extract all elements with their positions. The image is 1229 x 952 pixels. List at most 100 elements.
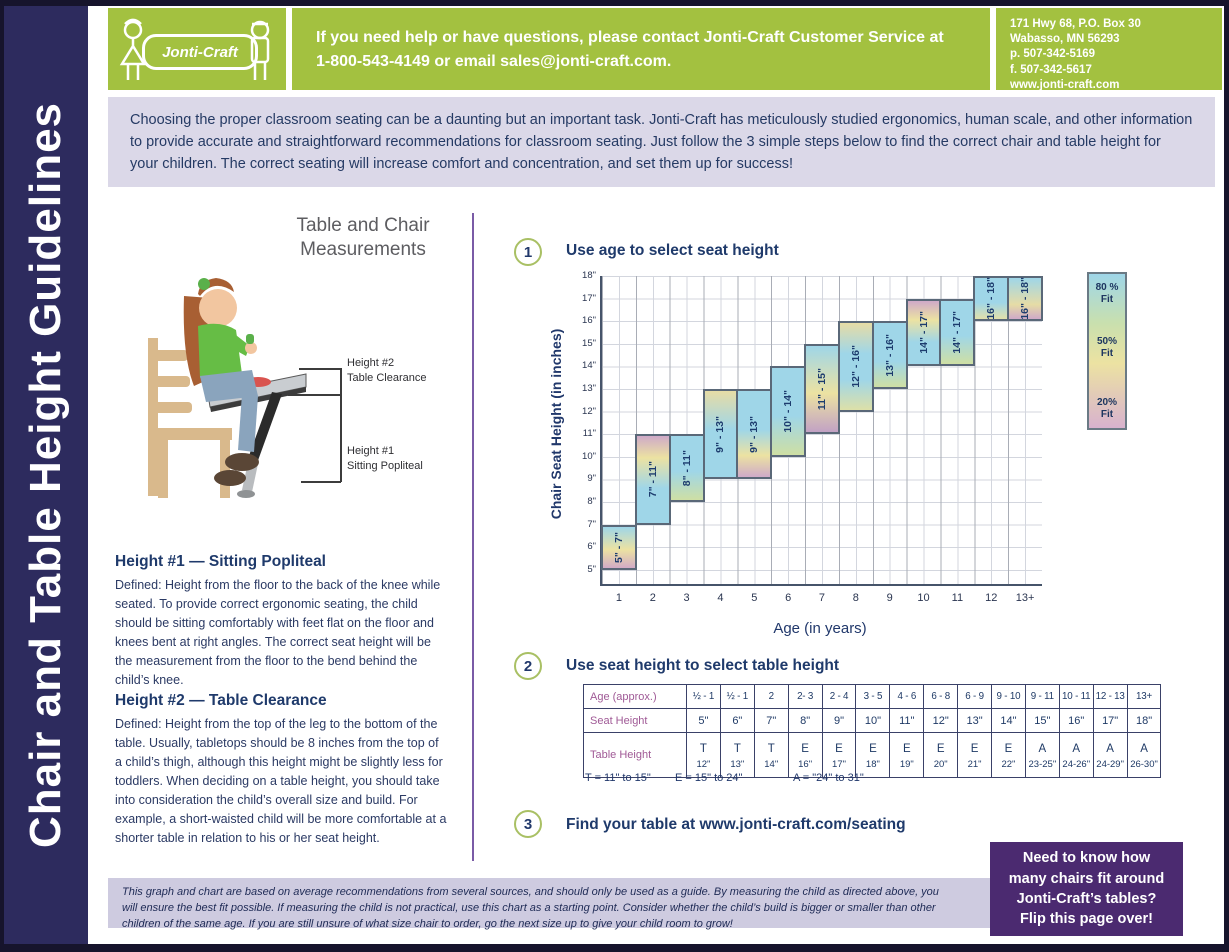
x-tick: 4 — [717, 592, 724, 604]
age-cell: 2- 3 — [787, 684, 823, 709]
seat-height-cell: 14" — [991, 708, 1026, 733]
x-tick: 3 — [683, 592, 690, 604]
table-height-cell: E 17" — [821, 732, 857, 778]
table-height-cell: A 24-29" — [1092, 732, 1128, 778]
table-height-cell: A 26-30" — [1126, 732, 1162, 778]
bar-range-label: 7" - 11" — [646, 461, 659, 498]
step1-heading: Use age to select seat height — [566, 242, 779, 259]
step3-heading: Find your table at www.jonti-craft.com/s… — [566, 816, 906, 833]
seat-height-cell: 11" — [889, 708, 925, 733]
table-footnotes: T = 11" to 15" E = 15" to 24" A = "24" t… — [585, 772, 1005, 788]
page-border-top — [0, 0, 1229, 6]
x-tick: 10 — [917, 592, 930, 604]
age-cell: 2 - 4 — [821, 684, 857, 709]
footnote-a: A = "24" to 31" — [793, 772, 864, 784]
legend-item: 50% Fit — [1096, 336, 1117, 359]
page-border-left — [0, 0, 4, 952]
y-tick: 18" — [582, 270, 596, 281]
age-cell: 3 - 5 — [855, 684, 891, 709]
x-tick: 1 — [615, 592, 622, 604]
x-tick: 8 — [852, 592, 859, 604]
sidebar-title-band: Chair and Table Height Guidelines — [4, 6, 88, 944]
step3-number: 3 — [514, 810, 542, 838]
page-border-bottom — [0, 944, 1229, 952]
bar-range-label: 10" - 14" — [782, 390, 795, 433]
x-tick: 5 — [751, 592, 758, 604]
address-box: 171 Hwy 68, P.O. Box 30 Wabasso, MN 5629… — [996, 8, 1222, 91]
footnote-e: E = 15" to 24" — [675, 772, 743, 784]
seat-height-cell: 5" — [686, 708, 721, 733]
seat-height-chart: 5" 6" 7" 8" 9" 10" 11" 12" 13" 14" 15" 16" 17" 18" 1 2 3… — [582, 270, 1043, 604]
row-label: Table Height — [583, 732, 687, 778]
row-label: Seat Height — [583, 708, 687, 733]
y-tick: 15" — [582, 337, 596, 349]
age-range-bar: 16" - 18" — [1007, 276, 1043, 322]
legend-item: 80 % Fit — [1095, 282, 1119, 305]
help-line-1: If you need help or have questions, plea… — [316, 29, 944, 46]
table-height-cell: T 14" — [753, 732, 789, 778]
age-range-bar: 10" - 14" — [770, 366, 807, 457]
age-range-bar: 16" - 18" — [973, 276, 1010, 322]
age-cell: 12 - 13 — [1092, 684, 1128, 709]
website-url: www.jonti-craft.com — [1010, 78, 1120, 91]
step1-number: 1 — [514, 238, 542, 266]
y-tick: 14" — [582, 360, 596, 372]
age-cell: 6 - 9 — [957, 684, 993, 709]
age-cell: ½ - 1 — [719, 684, 755, 709]
flip-page-callout: Need to know how many chairs fit around … — [990, 842, 1183, 936]
step2-number: 2 — [514, 652, 542, 680]
seat-height-cell: 15" — [1024, 708, 1060, 733]
bar-range-label: 8" - 11" — [680, 449, 693, 487]
x-tick: 9 — [886, 592, 893, 604]
age-cell: 9 - 10 — [991, 684, 1026, 709]
logo-box: Jonti-Craft — [108, 8, 286, 90]
height1-body: Defined: Height from the floor to the ba… — [115, 578, 441, 687]
age-range-bar: 8" - 11" — [668, 434, 705, 502]
height1-heading: Height #1 — Sitting Popliteal — [115, 553, 326, 570]
age-range-bar: 14" - 17" — [939, 298, 976, 367]
bracket-line — [301, 481, 341, 483]
help-line-2: 1-800-543-4149 or email sales@jonti-craf… — [316, 53, 672, 70]
chart-x-axis-label: Age (in years) — [773, 620, 867, 637]
section-divider — [472, 213, 474, 861]
table-height-cell: E 18" — [855, 732, 891, 778]
age-range-bar: 11" - 15" — [804, 343, 840, 435]
y-tick: 10" — [582, 450, 596, 462]
seat-height-cell: 8" — [787, 708, 823, 733]
table-height-cell: T 12" — [686, 732, 721, 778]
age-range-bar: 5" - 7" — [601, 524, 637, 570]
table-height-cell: E 21" — [957, 732, 993, 778]
height2-callout: Height #2 Table Clearance — [347, 357, 427, 384]
page-border-right — [1224, 0, 1229, 952]
y-tick: 11" — [582, 428, 596, 440]
age-cell: 13+ — [1126, 684, 1162, 709]
bar-range-label: 14" - 17" — [917, 311, 930, 354]
x-tick: 7 — [818, 592, 826, 604]
seat-height-cell: 13" — [957, 708, 993, 733]
intro-paragraph: Choosing the proper classroom seating ca… — [108, 97, 1215, 187]
address-line: p. 507-342-5169 — [1010, 48, 1096, 61]
age-cell: 2 — [753, 684, 789, 709]
height2-body: Defined: Height from the top of the leg … — [115, 717, 447, 845]
seat-height-cell: 9" — [821, 708, 857, 733]
bar-range-label: 14" - 17" — [951, 311, 964, 354]
y-tick: 12" — [582, 405, 596, 417]
table-height-cell: A 23-25" — [1024, 732, 1060, 778]
age-range-bar: 9" - 13" — [702, 389, 739, 480]
logo-text: Jonti-Craft — [162, 43, 238, 61]
address-line: f. 507-342-5617 — [1010, 63, 1092, 76]
age-range-bar: 14" - 17" — [905, 298, 942, 367]
age-range-bar: 13" - 16" — [871, 321, 908, 389]
y-tick: 16" — [582, 315, 596, 327]
seat-height-cell: 6" — [719, 708, 755, 733]
bracket-line — [340, 368, 342, 482]
logo-sign: Jonti-Craft — [142, 34, 258, 70]
y-tick: 9" — [587, 473, 596, 485]
measurements-title: Table and Chair Measurements — [296, 215, 430, 260]
x-tick: 11 — [951, 592, 964, 604]
seat-height-cell: 17" — [1092, 708, 1128, 733]
footnote-t: T = 11" to 15" — [585, 772, 651, 784]
bar-range-label: 9" - 13" — [748, 415, 761, 453]
page-title: Chair and Table Height Guidelines — [21, 101, 70, 849]
